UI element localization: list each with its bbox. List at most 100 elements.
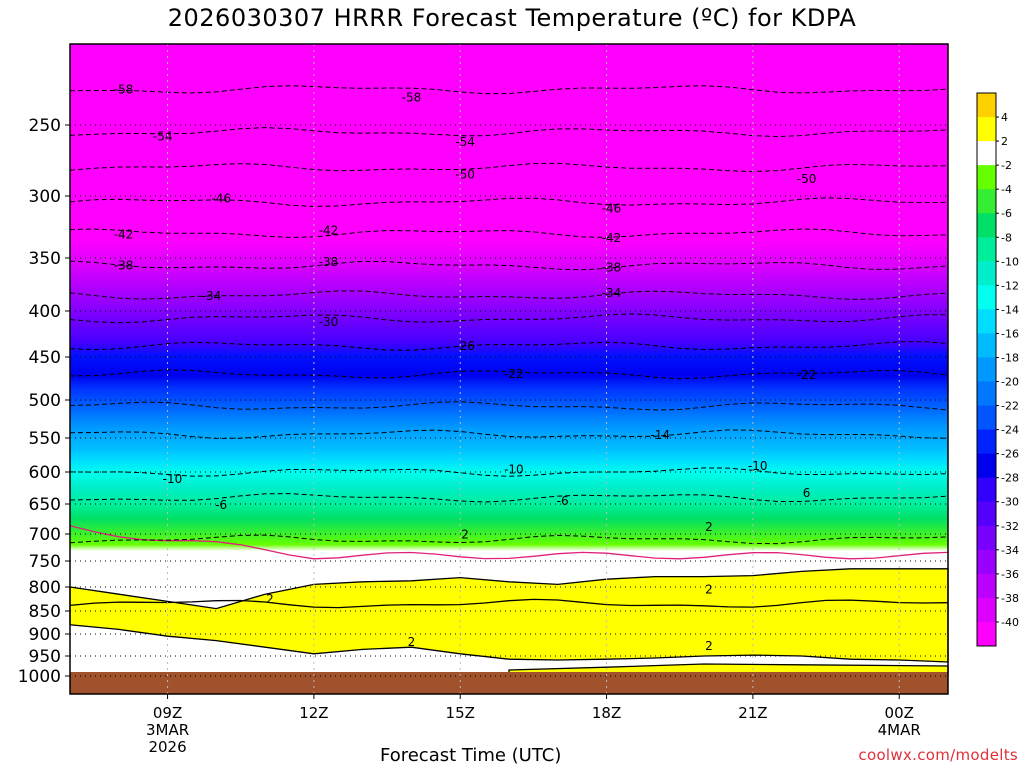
plot-frame: [69, 43, 949, 695]
colorbar-label: -22: [1001, 400, 1019, 413]
y-tick-label: 500: [29, 391, 61, 411]
contour-label: -26: [455, 339, 475, 353]
contour-label: -14: [650, 428, 670, 442]
x-tick-label: 21Z: [738, 704, 767, 722]
freezing-line: [69, 525, 949, 560]
isotherm-minus-46: [69, 197, 949, 208]
contour-label: -22: [797, 368, 817, 382]
colorbar-swatch: [977, 189, 996, 214]
colorbar-swatch: [977, 141, 996, 166]
colorbar-swatch: [977, 165, 996, 190]
colorbar-swatch: [977, 525, 996, 551]
isotherm-minus-26: [69, 341, 949, 351]
colorbar-label: -2: [1001, 159, 1012, 172]
x-axis-title: Forecast Time (UTC): [380, 745, 562, 766]
colorbar-label: -16: [1001, 327, 1019, 340]
contour-label: -10: [163, 472, 183, 486]
x-tick-label: 3MAR: [146, 721, 189, 739]
isotherm-minus-10: [69, 467, 949, 477]
colorbar-swatch: [977, 501, 996, 527]
credit-link[interactable]: coolwx.com/modelts: [858, 746, 1018, 764]
contour-label: -30: [319, 315, 339, 329]
colorbar-swatch: [977, 237, 996, 262]
contour-label: -50: [455, 168, 475, 182]
contour-label: -54: [153, 129, 173, 143]
contour-label: 2: [705, 520, 713, 534]
isotherm-minus-50: [69, 162, 949, 173]
y-tick-label: 650: [29, 495, 61, 515]
colorbar-label: -12: [1001, 279, 1019, 292]
colorbar-swatch: [977, 93, 996, 118]
contour-label: -46: [211, 191, 231, 205]
colorbar-swatch: [977, 549, 996, 575]
x-tick-label: 4MAR: [878, 721, 921, 739]
colorbar-swatch: [977, 213, 996, 238]
colorbar-label: -24: [1001, 424, 1019, 437]
y-tick-label: 400: [29, 302, 61, 322]
contour-label: -42: [114, 227, 134, 241]
colorbar-label: -26: [1001, 448, 1019, 461]
contour-label: 2: [408, 635, 416, 649]
chart-title: 2026030307 HRRR Forecast Temperature (ºC…: [167, 4, 857, 32]
contour-label: -34: [602, 286, 622, 300]
y-tick-label: 1000: [18, 667, 61, 687]
colorbar-swatch: [977, 261, 996, 286]
y-tick-label: 600: [29, 463, 61, 483]
x-tick-label: 00Z: [885, 704, 914, 722]
contour-label: -22: [504, 367, 524, 381]
colorbar-swatch: [977, 453, 996, 479]
colorbar-label: -4: [1001, 183, 1012, 196]
ground-strip: [70, 672, 948, 694]
contour-label: -6: [215, 498, 227, 512]
colorbar-label: -20: [1001, 376, 1019, 389]
colorbar-label: -40: [1001, 616, 1019, 629]
x-tick-label: 09Z: [153, 704, 182, 722]
contour-label: -38: [319, 255, 339, 269]
y-tick-label: 350: [29, 249, 61, 269]
y-tick-label: 550: [29, 429, 61, 449]
contour-label: -10: [748, 459, 768, 473]
y-tick-label: 800: [29, 578, 61, 598]
contour-label: -38: [114, 258, 134, 272]
colorbar-label: -8: [1001, 231, 1012, 244]
colorbar-label: -28: [1001, 472, 1019, 485]
contour-label: 2: [705, 639, 713, 653]
x-tick-label: 2026: [148, 738, 186, 756]
colorbar-swatch: [977, 333, 996, 358]
contour-label: -42: [319, 224, 339, 238]
x-tick-label: 15Z: [446, 704, 475, 722]
y-tick-label: 300: [29, 187, 61, 207]
contour-label: -58: [114, 82, 134, 96]
contour-label: -50: [797, 172, 817, 186]
x-tick-label: 18Z: [592, 704, 621, 722]
isotherm-minus-58: [69, 85, 949, 95]
contour-label: -58: [402, 90, 422, 104]
contour-label: -46: [602, 201, 622, 215]
isotherm-minus-6: [69, 493, 949, 503]
contour-label: -10: [504, 462, 524, 476]
colorbar-frame: [976, 92, 997, 647]
colorbar-label: -36: [1001, 568, 1019, 581]
colorbar-label: -32: [1001, 520, 1019, 533]
y-tick-label: 250: [29, 116, 61, 136]
colorbar-label: -10: [1001, 255, 1019, 268]
isotherm-minus-2: [69, 534, 949, 545]
isotherm-minus-18: [69, 401, 949, 411]
colorbar-label: -14: [1001, 303, 1019, 316]
isotherm-2: [69, 598, 949, 609]
colorbar-label: 4: [1001, 111, 1008, 124]
colorbar-swatch: [977, 381, 996, 407]
colorbar-swatch: [977, 477, 996, 503]
colorbar-label: 2: [1001, 135, 1008, 148]
x-tick-label: 12Z: [299, 704, 328, 722]
contour-label: -34: [202, 289, 222, 303]
colorbar-swatch: [977, 597, 996, 623]
colorbar-swatch: [977, 117, 996, 142]
colorbar-swatch: [977, 309, 996, 334]
isotherm-minus-30: [69, 313, 948, 324]
y-tick-label: 700: [29, 525, 61, 545]
colorbar-swatch: [977, 357, 996, 383]
contour-label: 2: [266, 592, 274, 606]
colorbar-swatch: [977, 573, 996, 599]
colorbar-swatch: [977, 285, 996, 310]
